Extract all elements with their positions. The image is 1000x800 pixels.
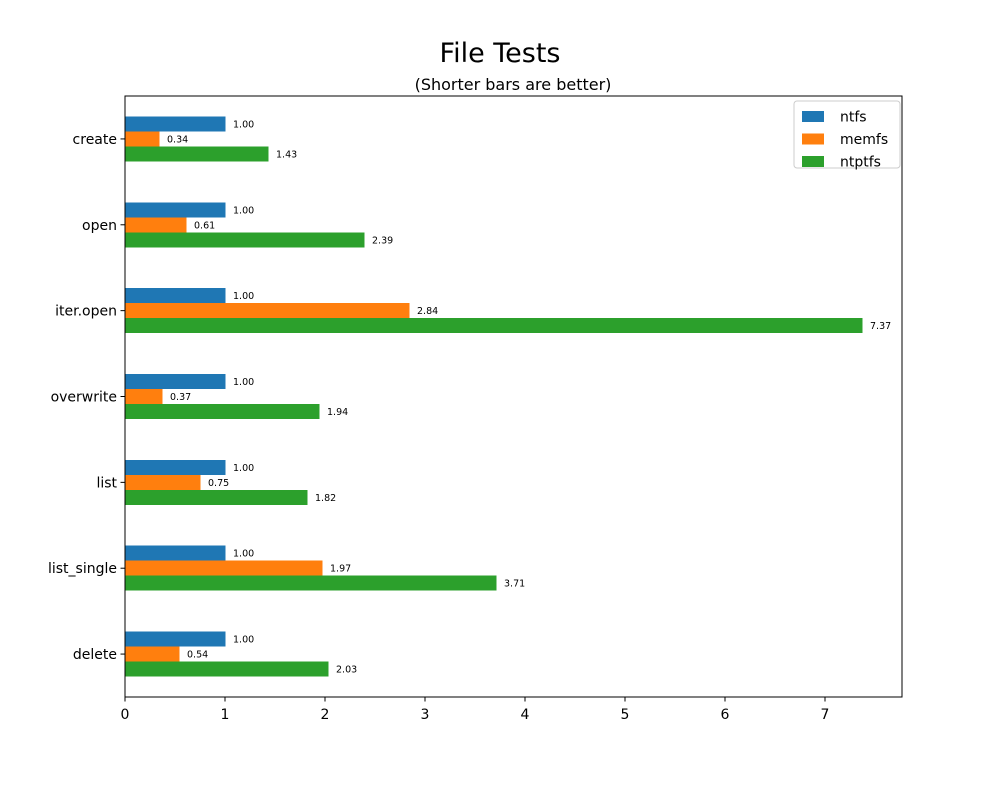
x-tick-label: 4 [521,707,530,723]
category-label: open [82,218,117,234]
bar-value-label: 0.61 [194,220,215,231]
bar-value-label: 1.00 [233,635,254,646]
bar-value-label: 1.00 [233,377,254,388]
x-tick-label: 3 [421,707,430,723]
plot-area: 0 1 2 3 4 5 6 7 create 1.00 0.34 1.43 open 1.00 0.61 2.… [48,95,903,723]
bar-ntptfs-overwrite [125,404,320,419]
bar-ntfs-delete [125,631,226,647]
category-label: list_single [48,561,117,577]
bar-value-label: 0.54 [187,650,208,661]
chart-title: File Tests [440,38,561,69]
bar-value-label: 1.97 [330,564,351,575]
bar-memfs-list [125,474,201,490]
x-tick-label: 2 [321,707,330,723]
bar-value-label: 1.00 [233,205,254,216]
bar-ntptfs-delete [125,661,329,677]
bar-ntfs-open [125,202,226,218]
x-tick-label: 7 [821,707,830,723]
legend-label-ntfs: ntfs [840,110,867,126]
x-tick-label: 0 [121,707,130,723]
x-tick-label: 1 [221,707,230,723]
bar-value-label: 0.75 [208,478,229,489]
bar-value-label: 0.37 [170,392,191,403]
bar-ntfs-overwrite [125,374,226,389]
bar-value-label: 1.00 [233,463,254,474]
bar-ntptfs-create [125,146,269,162]
bar-value-label: 7.37 [870,321,891,332]
x-tick-label: 6 [721,707,730,723]
bar-memfs-delete [125,646,180,662]
legend: ntfs memfs ntptfs [793,100,901,171]
legend-label-ntptfs: ntptfs [840,155,881,171]
bar-ntptfs-open [125,232,365,248]
category-label: iter.open [55,304,117,320]
bar-value-label: 2.39 [372,235,393,246]
category-label: create [73,132,117,148]
bar-value-label: 1.00 [233,549,254,560]
bar-ntptfs-list [125,489,308,505]
bar-memfs-list_single [125,560,323,576]
bar-ntfs-iter.open [125,288,226,304]
bar-value-label: 1.00 [233,291,254,302]
bar-ntptfs-list_single [125,575,497,591]
bar-value-label: 0.34 [167,134,188,145]
bar-memfs-iter.open [125,303,410,319]
bar-value-label: 1.82 [315,493,336,504]
bar-value-label: 1.94 [327,407,348,418]
x-tick-label: 5 [621,707,630,723]
bar-value-label: 3.71 [504,579,525,590]
legend-swatch-memfs [802,133,824,145]
bar-memfs-open [125,217,187,233]
bar-ntfs-create [125,116,226,132]
bar-memfs-overwrite [125,389,163,404]
category-label: delete [73,647,117,663]
bar-memfs-create [125,131,160,147]
bar-value-label: 1.43 [276,149,297,160]
bar-value-label: 2.03 [336,665,357,676]
axes-frame [124,95,903,698]
bar-value-label: 1.00 [233,119,254,130]
legend-label-memfs: memfs [840,132,888,148]
chart-subtitle: (Shorter bars are better) [415,75,612,94]
bar-value-label: 2.84 [417,306,438,317]
legend-swatch-ntfs [802,111,824,122]
legend-swatch-ntptfs [802,156,824,167]
bar-ntfs-list [125,459,226,475]
bar-ntfs-list_single [125,545,226,561]
category-label: list [96,475,117,491]
category-label: overwrite [51,390,117,406]
bar-ntptfs-iter.open [125,318,863,334]
